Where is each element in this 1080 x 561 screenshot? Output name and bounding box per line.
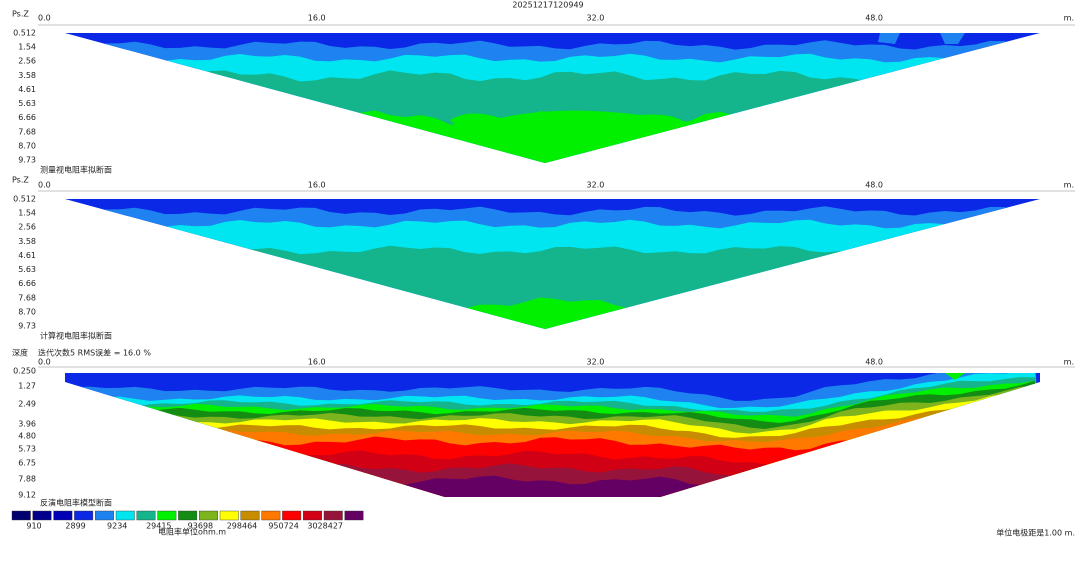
x-unit: m.: [1064, 14, 1074, 23]
depth-label: 9.73: [18, 156, 36, 165]
depth-label: 7.68: [18, 293, 36, 302]
y-axis-label: Ps.Z: [12, 176, 29, 185]
depth-label: 1.54: [18, 209, 36, 218]
panel-caption: 计算视电阻率拟断面: [40, 331, 112, 341]
x-unit: m.: [1064, 358, 1074, 367]
legend-swatch: [240, 510, 260, 521]
x-tick-label: 32.0: [586, 14, 604, 23]
x-tick-label: 0.0: [38, 181, 51, 190]
legend-swatch: [136, 510, 156, 521]
x-tick-label: 48.0: [865, 181, 883, 190]
legend-unit: 电阻率单位ohm.m: [158, 527, 226, 537]
legend-label: 9234: [107, 522, 127, 531]
depth-label: 5.63: [18, 265, 36, 274]
depth-label: 8.70: [18, 141, 36, 150]
depth-label: 2.49: [18, 400, 36, 409]
panel-caption: 反演电阻率模型断面: [40, 498, 112, 508]
resistivity-band: [945, 373, 965, 380]
x-tick-label: 0.0: [38, 14, 51, 23]
x-tick-label: 16.0: [308, 181, 326, 190]
depth-label: 3.96: [18, 420, 36, 429]
y-axis-label: Ps.Z: [12, 10, 29, 19]
legend-swatch: [74, 510, 94, 521]
depth-label: 2.56: [18, 57, 36, 66]
legend-label: 29415: [146, 522, 171, 531]
x-tick-label: 0.0: [38, 358, 51, 367]
resistivity-band: [450, 110, 690, 150]
x-tick-label: 32.0: [586, 181, 604, 190]
panel-caption: 测量视电阻率拟断面: [40, 165, 112, 175]
legend-swatch: [178, 510, 198, 521]
depth-label: 9.12: [18, 491, 36, 500]
legend-swatch: [115, 510, 135, 521]
legend-swatch: [261, 510, 281, 521]
x-tick-label: 48.0: [865, 14, 883, 23]
legend-swatch: [198, 510, 218, 521]
legend-swatch: [53, 510, 73, 521]
legend-label: 950724: [268, 522, 299, 531]
iteration-info: 迭代次数5 RMS误差 = 16.0 %: [38, 348, 151, 358]
legend-label: 3028427: [307, 522, 343, 531]
depth-label: 0.250: [13, 367, 36, 376]
depth-label: 7.88: [18, 475, 36, 484]
legend-swatch: [282, 510, 302, 521]
depth-label: 3.58: [18, 237, 36, 246]
depth-label: 1.54: [18, 43, 36, 52]
legend-swatch: [32, 510, 52, 521]
x-tick-label: 16.0: [308, 358, 326, 367]
resistivity-band: [65, 436, 1040, 497]
legend-label: 298464: [227, 522, 258, 531]
depth-label: 7.68: [18, 127, 36, 136]
depth-label: 1.27: [18, 382, 36, 391]
legend-swatch: [94, 510, 114, 521]
resistivity-band: [878, 33, 965, 44]
depth-label: 3.58: [18, 71, 36, 80]
depth-label: 6.66: [18, 279, 36, 288]
x-tick-label: 16.0: [308, 14, 326, 23]
legend-swatch: [323, 510, 343, 521]
depth-label: 0.512: [13, 29, 36, 38]
x-tick-label: 32.0: [586, 358, 604, 367]
legend-swatch: [344, 510, 364, 521]
legend-label: 910: [26, 522, 41, 531]
legend-swatch: [219, 510, 239, 521]
depth-label: 5.73: [18, 445, 36, 454]
legend-swatch: [157, 510, 177, 521]
x-tick-label: 48.0: [865, 358, 883, 367]
depth-label: 4.61: [18, 85, 36, 94]
depth-label: 5.63: [18, 99, 36, 108]
title: 20251217120949: [512, 1, 583, 10]
depth-label: 0.512: [13, 195, 36, 204]
depth-label: 8.70: [18, 307, 36, 316]
legend-label: 93698: [188, 522, 213, 531]
resistivity-band: [65, 450, 1040, 497]
legend-swatch: [11, 510, 31, 521]
depth-label: 6.66: [18, 113, 36, 122]
legend-label: 2899: [65, 522, 85, 531]
depth-label: 4.61: [18, 251, 36, 260]
depth-label: 2.56: [18, 223, 36, 232]
y-axis-label: 深度: [12, 348, 28, 358]
footer: 单位电极距是1.00 m.: [996, 528, 1075, 538]
depth-label: 4.80: [18, 432, 36, 441]
depth-label: 6.75: [18, 459, 36, 468]
legend-swatch: [303, 510, 322, 521]
depth-label: 9.73: [18, 322, 36, 331]
x-unit: m.: [1064, 181, 1074, 190]
